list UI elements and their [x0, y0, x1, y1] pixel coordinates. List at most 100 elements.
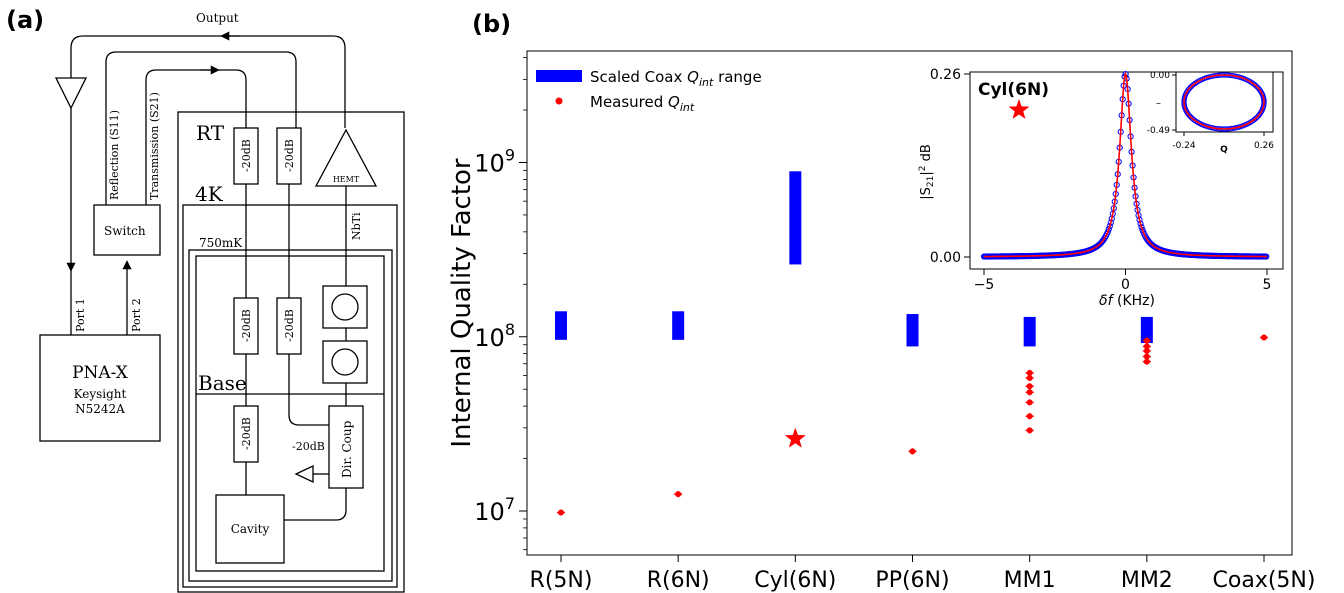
legend: Scaled Coax Qint range Measured Qint	[536, 68, 762, 114]
measured-point	[675, 491, 682, 498]
x-tick-label: MM1	[1004, 568, 1056, 593]
range-bar	[672, 311, 685, 340]
switch-label: Switch	[104, 224, 146, 238]
legend-range-swatch	[536, 70, 582, 82]
pna-label: PNA-X	[72, 363, 129, 383]
inset2-x-label: Q	[1220, 145, 1228, 155]
att3-label: -20dB	[240, 309, 253, 342]
port1-label: Port 1	[74, 298, 87, 332]
circulator-2-icon	[322, 340, 368, 384]
att2-label: -20dB	[283, 139, 296, 172]
measured-point	[1026, 427, 1033, 434]
att5-label: -20dB	[240, 417, 253, 450]
y-tick-label: 108	[474, 320, 515, 352]
range-bar	[1023, 316, 1036, 347]
x-tick-label: R(5N)	[530, 568, 593, 593]
att1-label: -20dB	[240, 139, 253, 172]
measured-point	[1143, 358, 1150, 365]
inset2-y-label: –	[1156, 98, 1161, 109]
inset2-y-tick-label: -0.49	[1147, 126, 1171, 136]
hemt-label: HEMT	[333, 175, 360, 184]
circulator-1-icon	[322, 285, 368, 329]
measured-star	[784, 427, 806, 448]
cavity-label: Cavity	[231, 522, 270, 536]
inset-fit-line	[984, 72, 1267, 258]
y-axis-label: Internal Quality Factor	[447, 158, 477, 448]
rt-stage	[177, 111, 405, 593]
inset-y-tick-label: 0.26	[930, 67, 961, 83]
x-tick-label: PP(6N)	[875, 568, 949, 593]
measured-point	[1143, 337, 1150, 344]
4k-stage	[182, 204, 398, 588]
wiring-diagram: (a) Output Reflection (S11) Transmission…	[6, 6, 405, 593]
base-stage	[195, 255, 385, 572]
inset-x-tick-label: 0	[1121, 277, 1130, 293]
pna-box	[39, 334, 161, 442]
legend-measured-swatch	[555, 97, 563, 105]
inset-data	[980, 70, 1270, 260]
x-tick-label: MM2	[1121, 568, 1173, 593]
measured-point	[1143, 353, 1150, 360]
x-tick-label: Coax(5N)	[1213, 568, 1316, 593]
range-bar	[906, 314, 919, 347]
panel-b-label: (b)	[472, 10, 511, 38]
inset-title: Cyl(6N)	[978, 80, 1049, 100]
port2-label: Port 2	[130, 298, 143, 332]
pna-model: N5242A	[75, 402, 125, 416]
measured-point	[1026, 399, 1033, 406]
main-plot-frame	[526, 50, 1293, 556]
750mk-label: 750mK	[199, 236, 243, 250]
dir-coupler-box	[328, 405, 364, 489]
inset2-y-tick-label: 0.00	[1150, 71, 1170, 81]
inset2-frame	[1175, 71, 1274, 133]
reflection-label: Reflection (S11)	[108, 110, 121, 200]
inset2-axes: -0.24 0.26 0.00 -0.49	[1147, 71, 1275, 151]
inset-iq-chart: -0.24 0.26 0.00 -0.49 Q –	[1147, 71, 1275, 155]
measured-point	[1143, 343, 1150, 350]
range-bar	[1140, 316, 1153, 344]
4k-label: 4K	[195, 182, 224, 206]
measured-point	[1026, 369, 1033, 376]
inset-y-label: |S21|2 dB	[918, 144, 936, 200]
inset-x-tick-label: 5	[1263, 277, 1272, 293]
measured-point	[1026, 389, 1033, 396]
x-tick-label: R(6N)	[647, 568, 710, 593]
cavity-box	[215, 494, 285, 564]
legend-range-label: Scaled Coax Qint range	[590, 68, 762, 89]
output-label: Output	[196, 11, 239, 25]
750mk-stage	[188, 249, 393, 582]
inset-x-label: δf (KHz)	[1099, 293, 1155, 309]
legend-measured-label: Measured Qint	[590, 93, 695, 114]
measured-point	[1026, 413, 1033, 420]
main-chart: 107 108 109 R(5N) R(6N) Cyl(6N) PP(6N) MM1 MM2 C…	[447, 50, 1316, 593]
range-bars	[555, 171, 1153, 347]
main-y-axis: 107 108 109	[474, 57, 527, 551]
inset-y-tick-label: 0.00	[930, 250, 961, 266]
att4-label: -20dB	[283, 309, 296, 342]
range-bar	[555, 311, 567, 340]
switch-box	[93, 204, 161, 256]
pna-maker: Keysight	[74, 387, 127, 401]
inset2-data	[1181, 72, 1267, 132]
inset-x-tick-label: −5	[974, 277, 995, 293]
termination-icon	[294, 464, 314, 484]
nbti-label: NbTi	[350, 212, 363, 240]
inset-axes: −5 0 5 0.00 0.26	[930, 67, 1272, 293]
inset2-fit-circle	[1183, 74, 1265, 130]
measured-point	[1143, 347, 1150, 354]
measured-points	[557, 334, 1268, 516]
range-bar	[789, 171, 802, 265]
y-tick-label: 107	[474, 494, 515, 526]
measured-point	[1026, 383, 1033, 390]
transmission-label: Transmission (S21)	[148, 92, 161, 200]
base-label: Base	[198, 371, 247, 395]
rt-label: RT	[196, 121, 225, 145]
inset2-x-tick-label: 0.26	[1254, 141, 1274, 151]
inset-star-icon	[1008, 99, 1030, 119]
measured-point	[1261, 334, 1267, 341]
measured-point	[558, 509, 564, 516]
dircoup-label: Dir. Coup	[340, 420, 354, 478]
y-tick-label: 109	[474, 146, 515, 178]
inset2-x-tick-label: -0.24	[1172, 141, 1196, 151]
